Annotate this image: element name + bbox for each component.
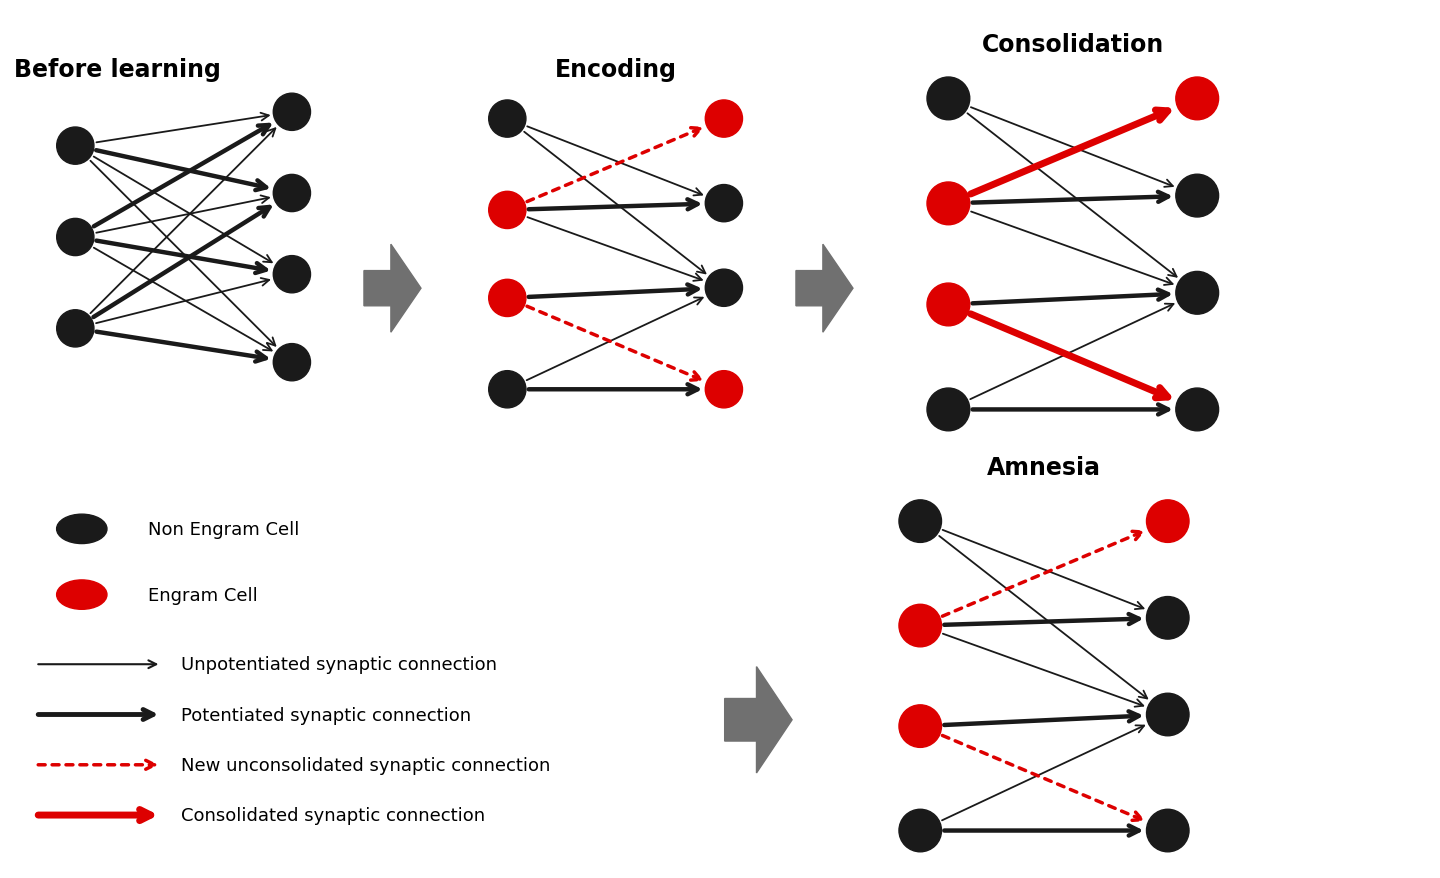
Circle shape [927,389,969,431]
Circle shape [56,311,94,348]
Circle shape [1176,272,1218,315]
Circle shape [927,284,969,327]
Circle shape [1146,500,1189,543]
FancyArrow shape [364,245,420,333]
Text: Before learning: Before learning [14,58,222,83]
Circle shape [1176,78,1218,120]
Text: Consolidated synaptic connection: Consolidated synaptic connection [181,806,485,824]
Title: Encoding: Encoding [554,58,677,83]
Text: Non Engram Cell: Non Engram Cell [148,521,300,538]
Circle shape [274,176,311,212]
Circle shape [56,580,107,609]
Text: Unpotentiated synaptic connection: Unpotentiated synaptic connection [181,656,497,673]
Circle shape [899,605,942,647]
Circle shape [899,705,942,747]
Title: Amnesia: Amnesia [986,456,1102,479]
Title: Consolidation: Consolidation [982,33,1164,57]
Circle shape [899,810,942,852]
Text: New unconsolidated synaptic connection: New unconsolidated synaptic connection [181,756,550,774]
Circle shape [927,183,969,226]
Circle shape [706,185,743,222]
Circle shape [488,101,526,138]
FancyArrow shape [796,245,852,333]
Circle shape [1146,694,1189,736]
Circle shape [56,515,107,544]
Circle shape [274,256,311,293]
Circle shape [488,280,526,317]
Circle shape [899,500,942,543]
Circle shape [1146,810,1189,852]
Circle shape [1146,597,1189,639]
Circle shape [1176,389,1218,431]
Circle shape [706,371,743,408]
Circle shape [274,344,311,381]
Circle shape [706,101,743,138]
Circle shape [927,78,969,120]
Circle shape [56,128,94,165]
Text: Potentiated synaptic connection: Potentiated synaptic connection [181,706,471,723]
Circle shape [56,220,94,256]
Circle shape [488,371,526,408]
Circle shape [488,192,526,229]
Circle shape [1176,175,1218,218]
Circle shape [274,94,311,131]
Circle shape [706,270,743,307]
Text: Engram Cell: Engram Cell [148,586,258,604]
FancyArrow shape [724,667,792,774]
